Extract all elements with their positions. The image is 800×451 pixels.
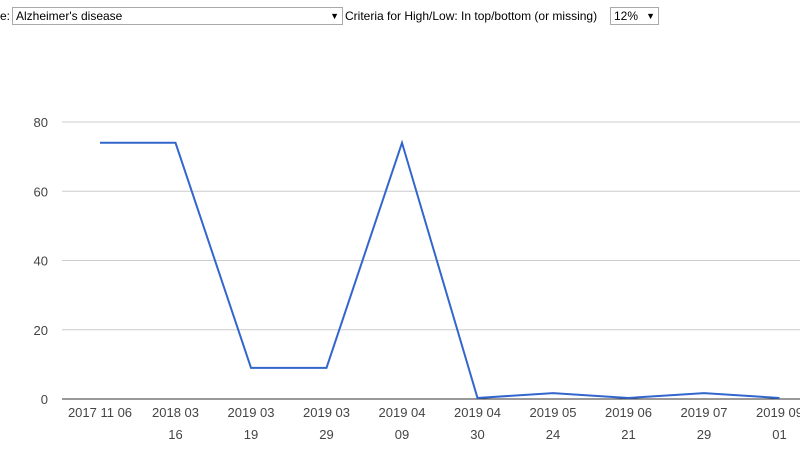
y-tick-label: 60 [34, 184, 48, 199]
x-tick-label: 2019 04 30 [454, 405, 501, 442]
x-tick-label: 2017 11 06 [68, 405, 132, 420]
x-tick-line: 16 [168, 427, 182, 442]
x-tick-line: 30 [470, 427, 484, 442]
x-tick-line: 24 [546, 427, 560, 442]
dropdown-arrow: ▼ [646, 11, 655, 21]
x-tick-label: 2019 06 21 [605, 405, 652, 442]
criteria-value: 12% [614, 9, 639, 23]
x-tick-label: 2019 03 29 [303, 405, 350, 442]
criteria-label: Criteria for High/Low: In top/bottom (or… [345, 9, 598, 23]
x-tick-line: 2019 09 [756, 405, 800, 420]
x-tick-line: 29 [319, 427, 333, 442]
x-tick-line: 01 [772, 427, 786, 442]
criteria-select[interactable]: 12% ▼ [610, 7, 659, 25]
x-tick-label: 2018 03 16 [152, 405, 199, 442]
x-tick-line: 2018 03 [152, 405, 199, 420]
data-line [100, 139, 780, 400]
y-tick-label: 20 [34, 323, 48, 338]
x-tick-line: 2019 07 [681, 405, 728, 420]
disease-select[interactable]: Alzheimer's disease ▼ [12, 7, 343, 25]
disease-value: Alzheimer's disease [16, 9, 123, 23]
y-tick-label: 0 [41, 392, 48, 407]
x-tick-line: 29 [697, 427, 711, 442]
dropdown-arrow: ▼ [330, 11, 339, 21]
x-tick-line: 2019 03 [303, 405, 350, 420]
x-tick-line: 09 [395, 427, 409, 442]
x-tick-line: 21 [621, 427, 635, 442]
x-tick-label: 2019 03 19 [228, 405, 275, 442]
x-tick-line: 19 [244, 427, 258, 442]
y-tick-label: 80 [34, 115, 48, 130]
x-tick-line: 2019 03 [228, 405, 275, 420]
x-tick-line: 2019 06 [605, 405, 652, 420]
x-tick-label: 2019 09 01 [756, 405, 800, 442]
x-tick-line: 2019 04 [379, 405, 426, 420]
y-tick-label: 40 [34, 254, 48, 269]
disease-label: e: [0, 9, 11, 23]
x-tick-line: 2019 05 [530, 405, 577, 420]
x-tick-label: 2019 05 24 [530, 405, 577, 442]
x-tick-label: 2019 04 09 [379, 405, 426, 442]
x-tick-label: 2019 07 29 [681, 405, 728, 442]
x-tick-line: 2019 04 [454, 405, 501, 420]
